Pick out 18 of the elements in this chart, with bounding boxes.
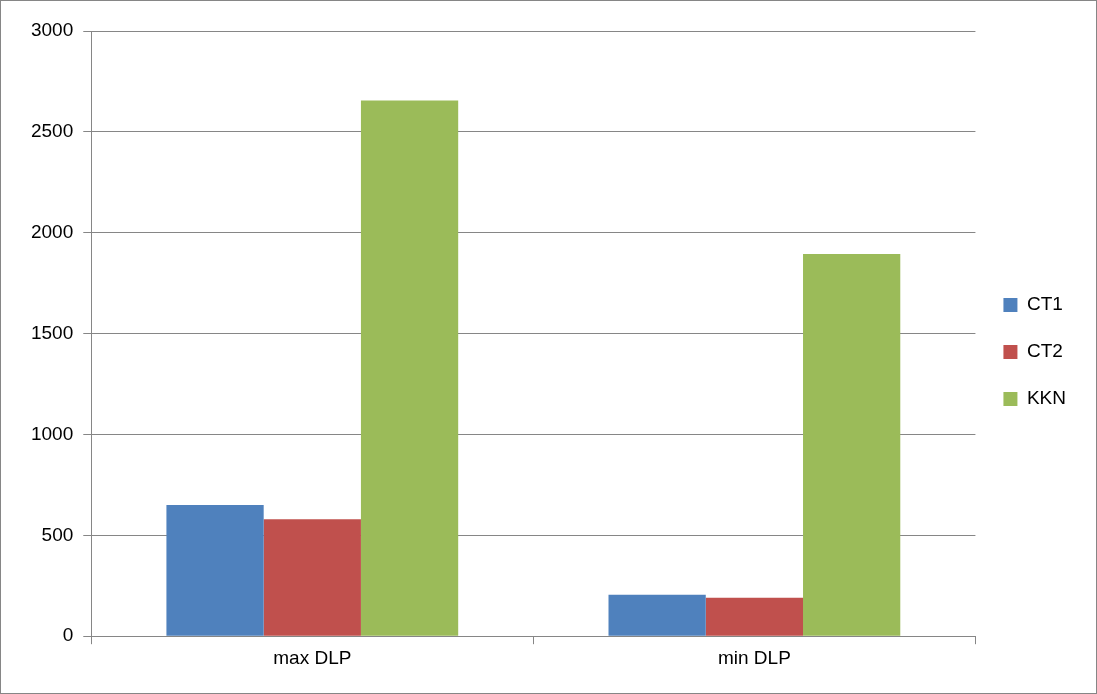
y-tick-label: 2000 — [30, 220, 74, 242]
legend-label: CT1 — [1026, 293, 1063, 315]
y-tick-label: 1500 — [30, 321, 74, 343]
y-tick-label: 2500 — [30, 120, 74, 142]
y-tick-label: 0 — [62, 624, 74, 646]
bar — [705, 597, 804, 636]
bar — [608, 594, 706, 636]
x-tick-label: min DLP — [717, 646, 791, 668]
y-tick-label: 3000 — [30, 19, 74, 41]
legend-label: CT2 — [1026, 340, 1063, 362]
bar — [166, 505, 264, 636]
bar — [360, 100, 459, 636]
bar — [263, 519, 361, 636]
y-tick-label: 1000 — [30, 422, 74, 444]
x-tick-label: max DLP — [273, 646, 352, 668]
y-tick-label: 500 — [41, 523, 74, 545]
legend-label: KKN — [1026, 387, 1067, 409]
bar — [803, 253, 901, 636]
